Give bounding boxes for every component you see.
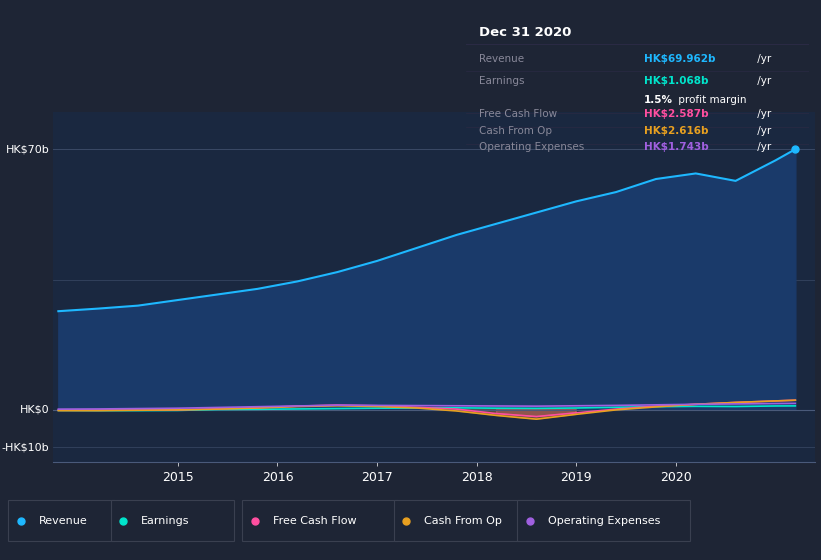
Text: Free Cash Flow: Free Cash Flow [273,516,356,526]
Text: Operating Expenses: Operating Expenses [479,142,585,152]
Text: profit margin: profit margin [675,95,746,105]
Text: /yr: /yr [754,54,771,64]
Text: HK$1.068b: HK$1.068b [644,76,709,86]
Text: 1.5%: 1.5% [644,95,673,105]
Text: Cash From Op: Cash From Op [424,516,502,526]
Text: /yr: /yr [754,76,771,86]
Text: HK$70b: HK$70b [6,144,49,154]
FancyBboxPatch shape [8,501,115,541]
Text: /yr: /yr [754,142,771,152]
Text: Operating Expenses: Operating Expenses [548,516,660,526]
Text: Earnings: Earnings [479,76,525,86]
FancyBboxPatch shape [394,501,534,541]
Text: /yr: /yr [754,109,771,119]
Text: HK$2.616b: HK$2.616b [644,127,709,137]
Text: Earnings: Earnings [141,516,190,526]
FancyBboxPatch shape [517,501,690,541]
FancyBboxPatch shape [242,501,398,541]
Text: -HK$10b: -HK$10b [2,442,49,452]
Text: HK$2.587b: HK$2.587b [644,109,709,119]
Text: /yr: /yr [754,127,771,137]
Text: HK$0: HK$0 [20,405,49,415]
Text: Free Cash Flow: Free Cash Flow [479,109,557,119]
Text: Cash From Op: Cash From Op [479,127,553,137]
Text: Revenue: Revenue [479,54,525,64]
FancyBboxPatch shape [111,501,234,541]
Text: HK$1.743b: HK$1.743b [644,142,709,152]
Text: Dec 31 2020: Dec 31 2020 [479,26,571,39]
Text: HK$69.962b: HK$69.962b [644,54,715,64]
Text: Revenue: Revenue [39,516,87,526]
